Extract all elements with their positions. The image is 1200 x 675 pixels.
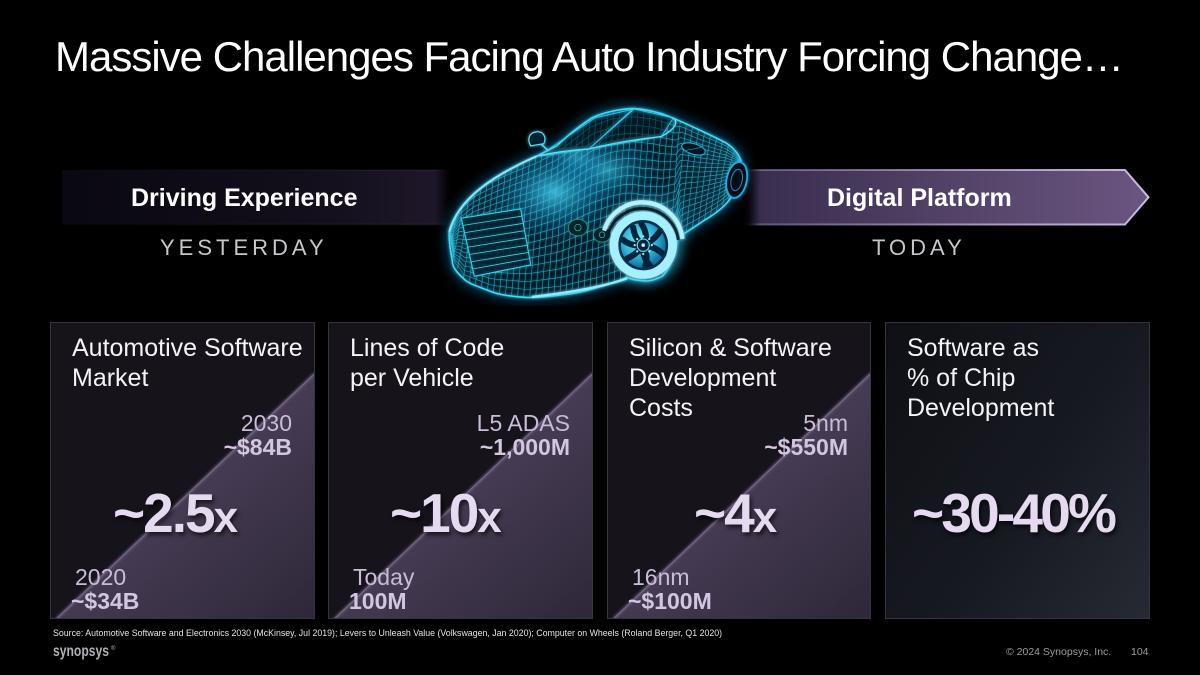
svg-text:synopsys: synopsys bbox=[53, 644, 109, 660]
svg-text:®: ® bbox=[111, 645, 116, 652]
